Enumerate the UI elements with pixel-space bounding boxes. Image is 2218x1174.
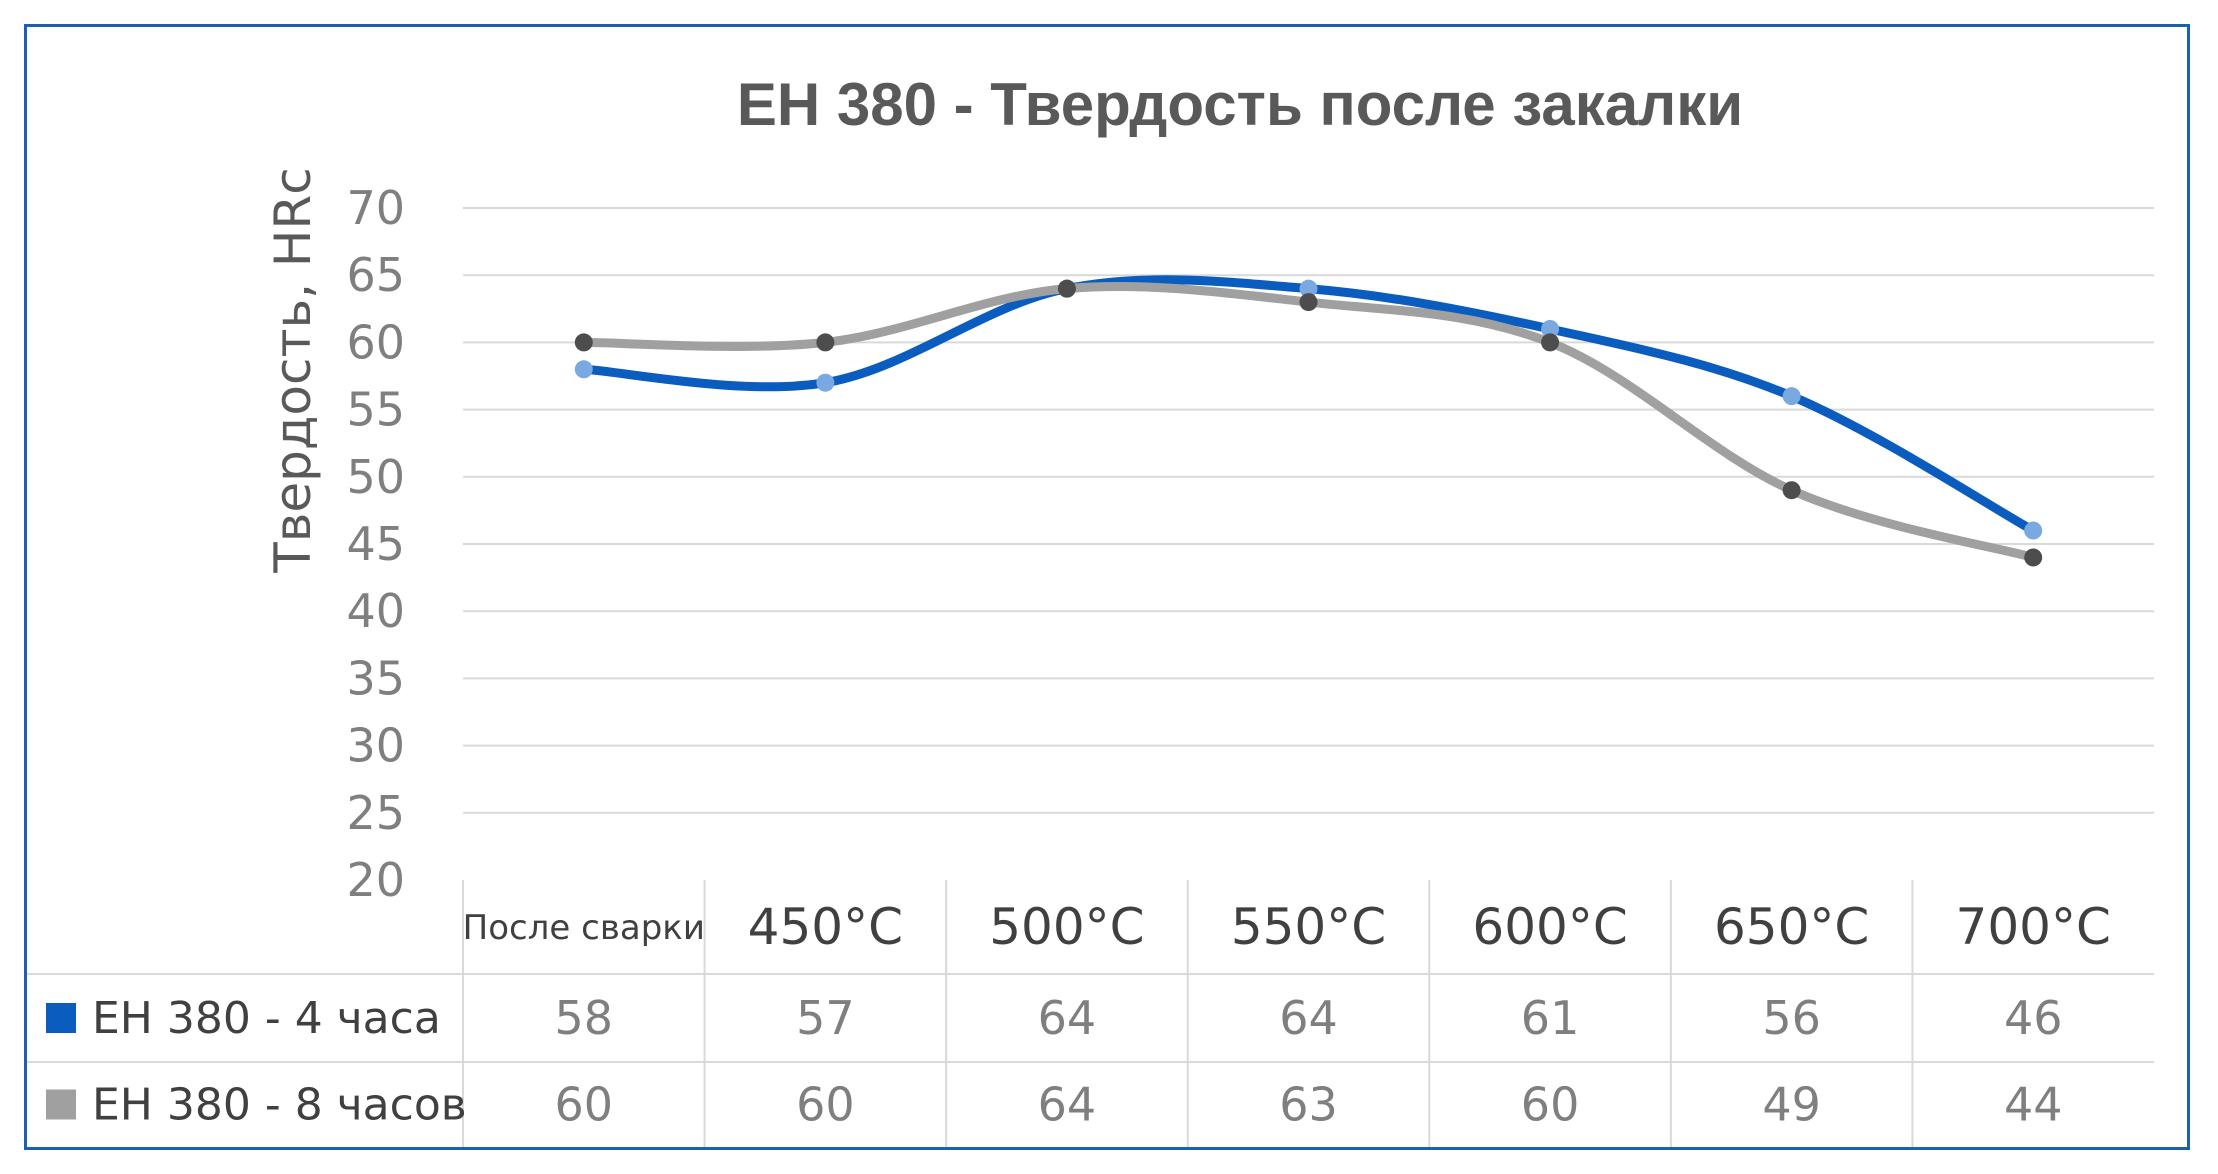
table-value: 57 [796,991,855,1045]
x-tick-label: 650°C [1714,898,1869,956]
x-tick-label: После сварки [463,908,705,948]
x-tick-label: 450°C [748,898,903,956]
y-tick-label-25: 25 [346,786,405,840]
series-1-point [1541,319,1560,338]
table-value: 49 [1762,1078,1821,1132]
series-2-point [816,333,835,352]
series-line-2 [579,282,2038,562]
table-value: 46 [2004,991,2063,1045]
legend-label-2: EH 380 - 8 часов [92,1080,467,1131]
legend-swatch-2 [46,1089,76,1120]
series-1-point [1299,279,1318,298]
y-tick-label-40: 40 [346,584,405,638]
y-tick-label-55: 55 [346,383,405,437]
series-2-point [1299,293,1318,312]
chart-frame [24,24,2190,1150]
y-tick-label-45: 45 [346,517,405,571]
chart-title: EH 380 - Твердость после закалки [737,71,1743,138]
series-1-point [2024,521,2043,540]
series-1-point [1782,387,1801,406]
y-tick-label-70: 70 [346,181,405,235]
y-tick-label-60: 60 [346,315,405,369]
table-value: 58 [555,991,614,1045]
y-axis-label: Твердость, HRc [264,167,322,573]
table-value: 60 [796,1078,855,1132]
series-2-point [1057,279,1076,298]
table-value: 61 [1521,991,1580,1045]
y-tick-label-20: 20 [346,853,405,907]
legend-label-1: EH 380 - 4 часа [92,993,441,1044]
series-2-point [1541,333,1560,352]
x-tick-label: 500°C [989,898,1144,956]
series-1-point [574,360,593,379]
series-line-1 [579,275,2038,536]
table-value: 64 [1038,1078,1097,1132]
y-tick-label-50: 50 [346,450,405,504]
legend-swatch-1 [46,1003,76,1033]
series-2-point [1782,481,1801,500]
x-tick-label: 550°C [1231,898,1386,956]
x-tick-label: 700°C [1956,898,2111,956]
table-value: 44 [2004,1078,2063,1132]
y-tick-label-65: 65 [346,248,405,302]
x-tick-label: 600°C [1472,898,1627,956]
series-2-point [2024,548,2043,567]
table-value: 63 [1279,1078,1338,1132]
table-value: 60 [555,1078,614,1132]
table-value: 56 [1762,991,1821,1045]
y-tick-label-35: 35 [346,651,405,705]
y-tick-label-30: 30 [346,719,405,773]
table-value: 64 [1279,991,1338,1045]
table-value: 60 [1521,1078,1580,1132]
series-1-point [816,373,835,392]
series-2-point [574,333,593,352]
table-value: 64 [1038,991,1097,1045]
